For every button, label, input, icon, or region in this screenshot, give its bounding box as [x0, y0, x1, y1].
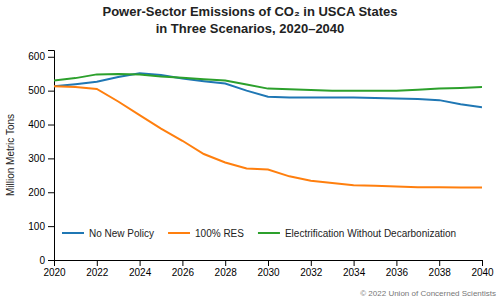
annotation: © 2022 Union of Concerned Scientists — [360, 289, 496, 298]
title-line: Power-Sector Emissions of CO₂ in USCA St… — [103, 4, 398, 19]
legend: No New Policy 100% RES Electrification Wit… — [62, 228, 456, 239]
x-tick: 2036 — [386, 260, 409, 278]
x-tick-label: 2020 — [43, 267, 66, 278]
x-tick-label: 2032 — [300, 267, 323, 278]
x-tick: 2030 — [257, 260, 280, 278]
y-tick-label: 100 — [28, 221, 45, 232]
y-tick: 300 — [28, 153, 54, 164]
y-tick-mark — [48, 125, 54, 126]
x-tick: 2020 — [43, 260, 66, 278]
x-axis: 2020 2022 2024 2026 2028 2030 2032 2034 2036 2038… — [43, 260, 494, 278]
y-tick-mark — [48, 192, 54, 193]
y-tick-mark — [48, 91, 54, 92]
plot-area — [54, 73, 482, 187]
x-tick-label: 2040 — [471, 267, 494, 278]
legend-swatch — [168, 232, 190, 234]
x-tick: 2024 — [129, 260, 152, 278]
y-tick-mark — [48, 57, 54, 58]
series-line — [54, 74, 482, 91]
y-axis-line — [48, 51, 55, 261]
x-tick-mark — [396, 260, 397, 266]
legend-item: 100% RES — [168, 228, 244, 239]
x-tick: 2022 — [86, 260, 109, 278]
x-tick-label: 2022 — [86, 267, 109, 278]
chart: Power-Sector Emissions of CO₂ in USCA St… — [0, 0, 500, 300]
x-tick-label: 2028 — [215, 267, 238, 278]
y-tick-label: 400 — [28, 119, 45, 130]
x-tick-label: 2034 — [343, 267, 366, 278]
x-tick-mark — [140, 260, 141, 266]
legend-label: Electrification Without Decarbonization — [285, 228, 456, 239]
y-tick-label: 600 — [28, 51, 45, 62]
x-tick-label: 2024 — [129, 267, 152, 278]
x-tick-label: 2036 — [386, 267, 409, 278]
y-tick-mark — [48, 226, 54, 227]
title: Power-Sector Emissions of CO₂ in USCA St… — [103, 4, 398, 36]
x-tick: 2032 — [300, 260, 323, 278]
y-tick-label: 0 — [39, 255, 45, 266]
x-tick-label: 2026 — [172, 267, 195, 278]
x-axis-line — [55, 261, 483, 267]
x-tick-mark — [482, 260, 483, 266]
y-tick: 600 — [28, 51, 54, 62]
y-tick: 100 — [28, 221, 54, 232]
x-tick-mark — [182, 260, 183, 266]
y-tick-label: 200 — [28, 187, 45, 198]
x-tick: 2028 — [215, 260, 238, 278]
legend-item: No New Policy — [62, 228, 154, 239]
y-tick-mark — [48, 260, 54, 261]
y-tick-label: 500 — [28, 85, 45, 96]
y-tick: 0 — [39, 255, 54, 266]
legend-label: No New Policy — [89, 228, 154, 239]
y-axis-title: Million Metric Tons — [5, 114, 16, 196]
y-tick-mark — [48, 158, 54, 159]
y-tick: 200 — [28, 187, 54, 198]
x-tick: 2034 — [343, 260, 366, 278]
legend-label: 100% RES — [195, 228, 244, 239]
legend-item: Electrification Without Decarbonization — [258, 228, 456, 239]
y-axis: 0 100 200 300 400 500 600 — [28, 51, 54, 266]
x-tick-label: 2030 — [257, 267, 280, 278]
y-tick-label: 300 — [28, 153, 45, 164]
title-line: in Three Scenarios, 2020–2040 — [156, 21, 345, 36]
series-line — [54, 86, 482, 187]
legend-swatch — [258, 232, 280, 234]
x-tick-mark — [268, 260, 269, 266]
y-tick: 500 — [28, 85, 54, 96]
x-tick-mark — [311, 260, 312, 266]
y-tick: 400 — [28, 119, 54, 130]
x-tick-mark — [97, 260, 98, 266]
x-tick-mark — [354, 260, 355, 266]
x-tick-mark — [225, 260, 226, 266]
x-tick: 2040 — [471, 260, 494, 278]
x-tick-mark — [439, 260, 440, 266]
x-tick-label: 2038 — [429, 267, 452, 278]
legend-swatch — [62, 232, 84, 234]
x-tick: 2038 — [429, 260, 452, 278]
x-tick: 2026 — [172, 260, 195, 278]
